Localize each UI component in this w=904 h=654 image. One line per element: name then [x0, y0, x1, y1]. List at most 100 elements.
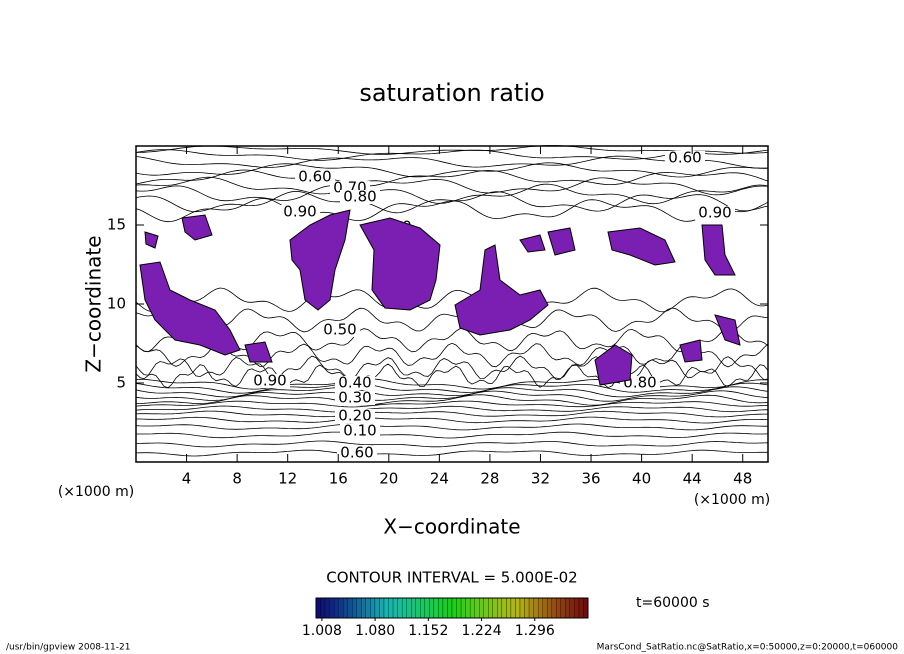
- colorbar-cell: [501, 597, 507, 619]
- contour-label: 0.50: [323, 321, 356, 339]
- colorbar-tick-label: 1.080: [355, 623, 395, 639]
- x-tick-label: 28: [480, 470, 499, 488]
- colorbar-cell: [356, 597, 362, 619]
- contour-line: [135, 176, 769, 196]
- x-tick-label: 8: [232, 470, 242, 488]
- colorbar-cell: [429, 597, 435, 619]
- colorbar-cell: [474, 597, 480, 619]
- y-tick-label: 10: [107, 295, 126, 313]
- colorbar-cell: [537, 597, 543, 619]
- shaded-region: [289, 209, 351, 311]
- shaded-region: [139, 261, 241, 356]
- x-tick-label: 36: [581, 470, 600, 488]
- shaded-region: [547, 227, 576, 256]
- shaded-region: [454, 244, 549, 336]
- x-tick-label: 4: [182, 470, 192, 488]
- colorbar-cell: [479, 597, 484, 619]
- colorbar-cell: [578, 597, 584, 619]
- contour-label-bg: [320, 323, 360, 337]
- contour-line: [135, 400, 769, 408]
- colorbar-cell: [388, 597, 394, 619]
- shaded-region: [181, 214, 213, 241]
- colorbar-cell: [460, 597, 466, 619]
- colorbar-cell: [338, 597, 344, 619]
- contour-label: 0.30: [338, 389, 371, 407]
- x-tick-label: 20: [379, 470, 398, 488]
- contour-line: [135, 183, 769, 205]
- footer-left: /usr/bin/gpview 2008-11-21: [6, 643, 130, 653]
- contour-label-bg: [335, 391, 375, 405]
- contour-label-bg: [335, 376, 375, 390]
- y-tick-label: 15: [107, 216, 126, 234]
- contour-line: [135, 198, 769, 223]
- contour-label: 0.90: [253, 372, 286, 390]
- x-tick-label: 24: [430, 470, 449, 488]
- contour-label: 0.20: [338, 407, 371, 425]
- colorbar-cell: [574, 597, 580, 619]
- contour-line: [135, 410, 768, 418]
- colorbar-cell: [483, 597, 489, 619]
- contour-label-bg: [340, 424, 380, 438]
- shaded-region: [701, 224, 736, 276]
- contour-label: 0.60: [298, 168, 331, 186]
- contour-line: [135, 155, 769, 169]
- colorbar-tick-label: 1.296: [515, 623, 555, 639]
- contour-line: [135, 382, 769, 394]
- contour-label: 0.60: [668, 149, 701, 167]
- time-label: t=60000 s: [636, 595, 710, 611]
- shaded-region: [714, 314, 741, 346]
- contour-line: [135, 307, 769, 333]
- colorbar-frame: [315, 597, 589, 619]
- contour-label-bg: [695, 206, 735, 220]
- contour-line: [135, 287, 769, 313]
- contour-line: [136, 416, 768, 424]
- colorbar-cell: [392, 597, 398, 619]
- x-tick-label: 16: [329, 470, 348, 488]
- chart-title: saturation ratio: [359, 79, 544, 107]
- colorbar-cell: [320, 597, 326, 619]
- contour-line: [135, 405, 769, 413]
- colorbar-cell: [424, 597, 430, 619]
- colorbar-cell: [315, 597, 321, 619]
- contour-line: [135, 378, 769, 390]
- colorbar-cell: [497, 597, 503, 619]
- footer-right: MarsCond_SatRatio.nc@SatRatio,x=0:50000,…: [597, 643, 899, 653]
- shaded-region: [359, 217, 441, 311]
- contour-line: [135, 190, 769, 214]
- plot-area: 0.600.600.700.800.900.901.000.500.900.80…: [135, 145, 769, 462]
- contour-label: 0.10: [343, 422, 376, 440]
- contour-label: 0.90: [698, 204, 731, 222]
- contour-line: [135, 363, 769, 389]
- contour-line: [135, 390, 769, 402]
- colorbar-tick-label: 1.224: [462, 623, 502, 639]
- colorbar-cell: [551, 597, 557, 619]
- colorbar-cell: [401, 597, 407, 619]
- contour-line: [135, 169, 769, 187]
- colorbar-cell: [333, 597, 339, 619]
- contour-label-bg: [280, 205, 320, 219]
- shaded-region: [144, 231, 159, 249]
- contour-label-bg: [337, 446, 377, 460]
- colorbar-cell: [569, 597, 575, 619]
- contour-line: [135, 342, 769, 368]
- contour-label-bg: [340, 190, 380, 204]
- contour-line: [136, 431, 769, 439]
- contour-line: [135, 162, 768, 178]
- colorbar-cell: [456, 597, 462, 619]
- colorbar-cell: [524, 597, 530, 619]
- colorbar-cell: [324, 597, 330, 619]
- colorbar-cell: [547, 597, 552, 619]
- colorbar-cell: [560, 597, 566, 619]
- colorbar-tick-label: 1.152: [408, 623, 448, 639]
- contour-label: 0.90: [283, 203, 316, 221]
- x-tick-label: 32: [531, 470, 550, 488]
- colorbar-cell: [506, 597, 512, 619]
- colorbar-cell: [343, 597, 348, 619]
- colorbar-cell: [515, 597, 521, 619]
- contour-label: 0.40: [338, 374, 371, 392]
- contour-label-bg: [295, 170, 335, 184]
- contour-label: 0.60: [340, 444, 373, 462]
- y-unit: (×1000 m): [58, 484, 134, 500]
- contour-line: [135, 449, 768, 457]
